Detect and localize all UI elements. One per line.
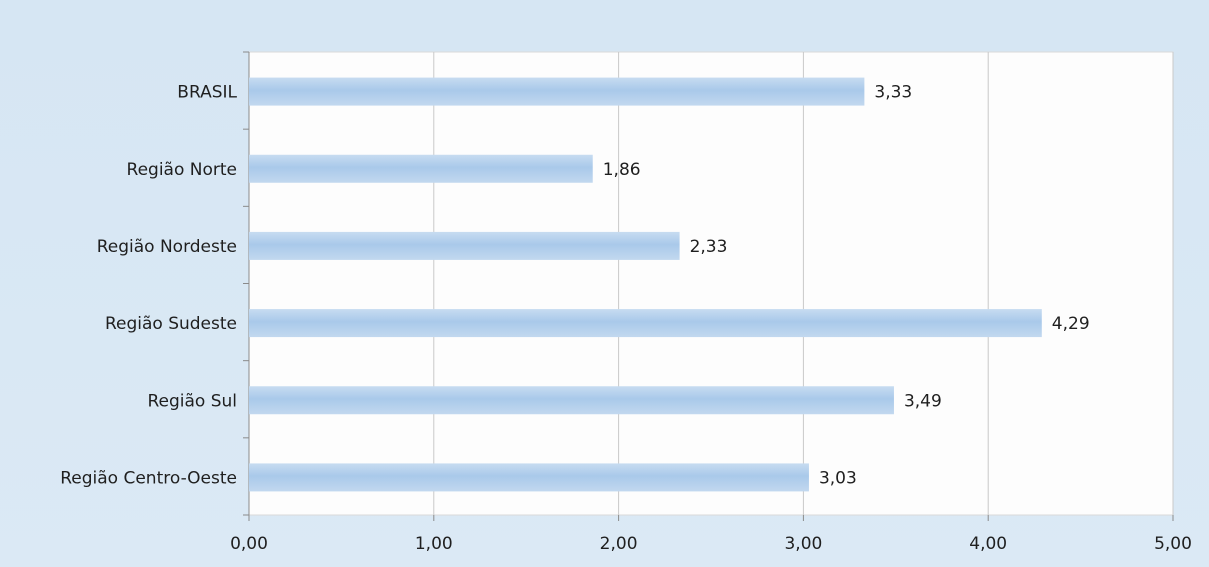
bar bbox=[249, 154, 593, 183]
x-tick-label: 1,00 bbox=[415, 534, 453, 554]
category-label: Região Sul bbox=[147, 391, 237, 411]
grid-lines bbox=[243, 51, 1174, 521]
value-label: 2,33 bbox=[690, 237, 728, 257]
plot-area bbox=[248, 51, 1174, 516]
bar bbox=[249, 309, 1042, 338]
bar bbox=[249, 386, 894, 415]
labels: 0,00 1,00 2,00 3,00 4,00 5,00 BRASIL 3,33 Região… bbox=[60, 83, 1192, 554]
bars bbox=[249, 77, 1042, 492]
x-tick-label: 3,00 bbox=[784, 534, 822, 554]
category-label: Região Centro-Oeste bbox=[60, 468, 237, 488]
bar bbox=[249, 231, 680, 260]
x-tick-label: 4,00 bbox=[969, 534, 1007, 554]
value-label: 1,86 bbox=[603, 160, 641, 180]
x-tick-label: 2,00 bbox=[600, 534, 638, 554]
category-label: Região Norte bbox=[127, 160, 237, 180]
category-label: Região Nordeste bbox=[97, 237, 237, 257]
category-label: Região Sudeste bbox=[105, 314, 237, 334]
category-label: BRASIL bbox=[177, 83, 237, 103]
x-tick-label: 5,00 bbox=[1154, 534, 1192, 554]
value-label: 3,49 bbox=[904, 391, 942, 411]
value-label: 3,33 bbox=[874, 83, 912, 103]
value-label: 4,29 bbox=[1052, 314, 1090, 334]
x-tick-label: 0,00 bbox=[230, 534, 268, 554]
bar bbox=[249, 463, 809, 492]
bar bbox=[249, 77, 865, 106]
value-label: 3,03 bbox=[819, 468, 857, 488]
